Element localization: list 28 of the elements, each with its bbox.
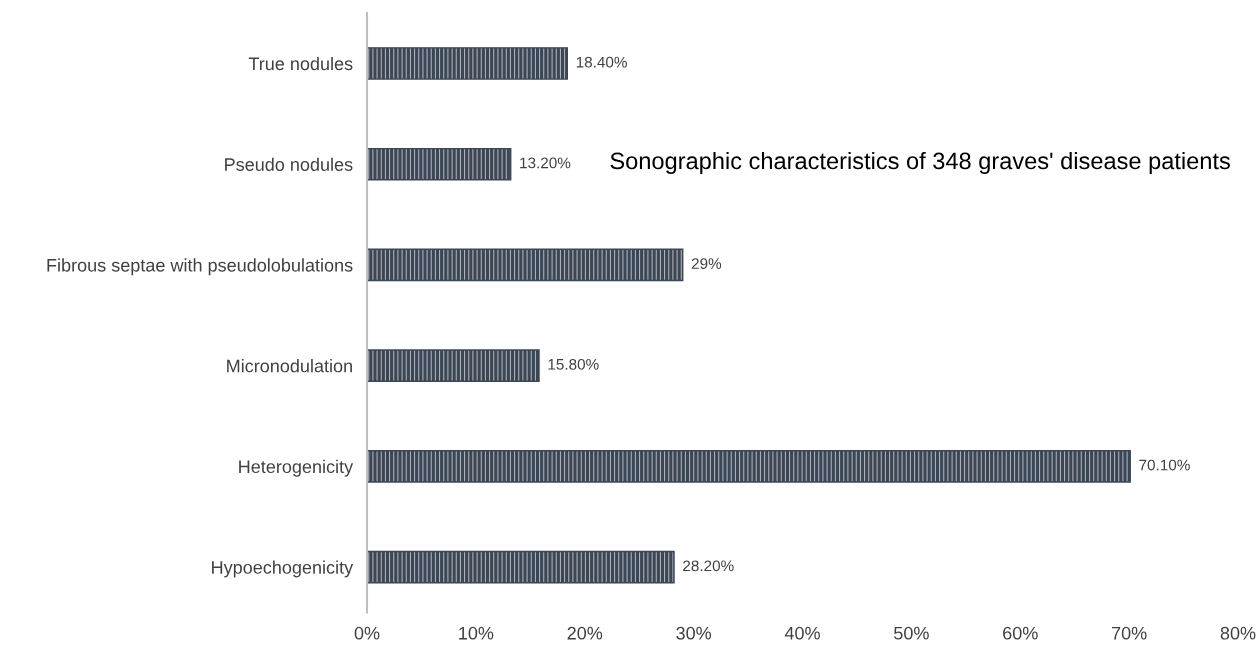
data-label: 28.20% — [683, 560, 734, 572]
x-tick-label: 80% — [1220, 626, 1256, 640]
x-tick-label: 30% — [676, 626, 712, 640]
x-tick-label: 60% — [1003, 626, 1038, 640]
y-tick-label: True nodules — [248, 56, 353, 71]
data-label: 29% — [691, 258, 722, 270]
y-tick-label: Pseudo nodules — [225, 157, 353, 171]
x-tick-label: 50% — [894, 626, 929, 640]
x-tick-label: 20% — [567, 626, 603, 640]
data-label: 13.20% — [520, 157, 571, 169]
bar — [367, 450, 1131, 483]
bar — [367, 47, 569, 80]
bar — [367, 349, 540, 382]
x-tick-label: 0% — [354, 626, 380, 640]
x-tick-label: 40% — [784, 626, 820, 640]
x-tick-label: 10% — [459, 626, 494, 640]
y-tick-label: Fibrous septae with pseudolobulations — [47, 258, 353, 276]
y-tick-label: Heterogenicity — [239, 459, 354, 477]
data-label: 70.10% — [1139, 459, 1190, 471]
data-label: 15.80% — [548, 358, 599, 370]
data-label: 18.40% — [576, 56, 627, 68]
y-tick-label: Micronodulation — [227, 359, 352, 373]
bar — [367, 248, 684, 282]
y-tick-label: Hypoechogenicity — [212, 560, 354, 578]
bar — [367, 550, 675, 584]
text: Sonographic characteristics of 348 graves' disease patients — [610, 151, 1230, 174]
bar — [367, 147, 512, 181]
x-tick-label: 70% — [1111, 626, 1147, 640]
